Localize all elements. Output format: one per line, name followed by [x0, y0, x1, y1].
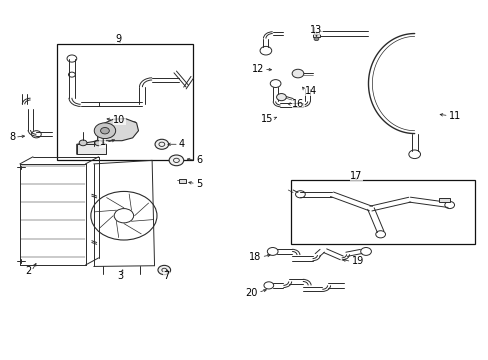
Text: 3: 3: [117, 271, 123, 282]
Text: 7: 7: [163, 271, 169, 282]
Text: 17: 17: [349, 171, 362, 181]
Text: 14: 14: [305, 86, 317, 96]
Circle shape: [94, 123, 116, 139]
Text: 1: 1: [100, 138, 106, 148]
Text: 12: 12: [251, 64, 264, 74]
Bar: [77, 144, 106, 154]
Text: 16: 16: [291, 99, 304, 109]
Text: 20: 20: [245, 288, 258, 297]
Text: 18: 18: [249, 252, 261, 262]
Circle shape: [291, 69, 303, 78]
Circle shape: [79, 140, 87, 146]
Circle shape: [313, 37, 318, 41]
Bar: [179, 179, 185, 183]
Text: 10: 10: [113, 115, 125, 125]
Text: 4: 4: [179, 139, 184, 149]
Text: 2: 2: [25, 266, 31, 276]
Text: 6: 6: [196, 156, 202, 165]
Circle shape: [155, 139, 168, 149]
Circle shape: [158, 265, 170, 275]
Text: 9: 9: [115, 34, 121, 44]
Circle shape: [276, 94, 286, 101]
Text: 8: 8: [9, 132, 15, 142]
Bar: [438, 198, 449, 202]
Bar: [57, 44, 193, 160]
Circle shape: [95, 140, 102, 146]
Text: 19: 19: [351, 256, 363, 266]
Bar: [312, 33, 320, 37]
Polygon shape: [98, 118, 138, 141]
Text: 15: 15: [261, 113, 273, 123]
Bar: [290, 180, 474, 244]
Text: 5: 5: [196, 179, 202, 189]
Polygon shape: [77, 141, 106, 154]
Circle shape: [101, 127, 109, 134]
Circle shape: [169, 155, 183, 166]
Text: 13: 13: [310, 25, 322, 35]
Text: 11: 11: [448, 111, 460, 121]
